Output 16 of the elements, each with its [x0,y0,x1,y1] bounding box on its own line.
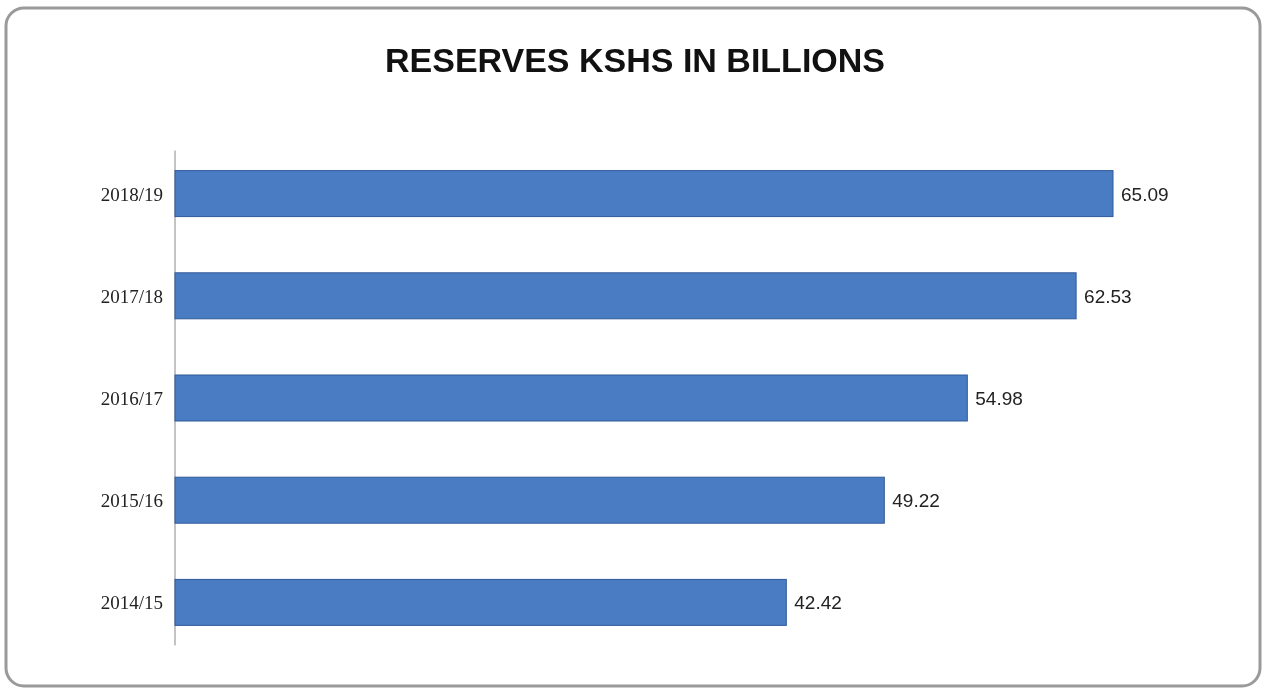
y-tick-label: 2018/19 [100,183,163,205]
bar [174,476,885,524]
y-tick-label: 2017/18 [100,285,163,307]
y-tick-label: 2014/15 [100,592,163,614]
data-label: 65.09 [1121,183,1169,205]
bar [174,374,968,422]
data-label: 49.22 [892,490,940,512]
data-label: 54.98 [975,388,1023,409]
y-tick-label: 2016/17 [100,388,163,409]
data-label: 42.42 [794,592,842,614]
bar [174,272,1077,320]
bar [174,170,1114,218]
data-label: 62.53 [1084,285,1132,307]
bar [174,578,787,626]
y-tick-label: 2015/16 [100,490,163,512]
chart-title: RESERVES KSHS IN BILLIONS [384,41,886,79]
